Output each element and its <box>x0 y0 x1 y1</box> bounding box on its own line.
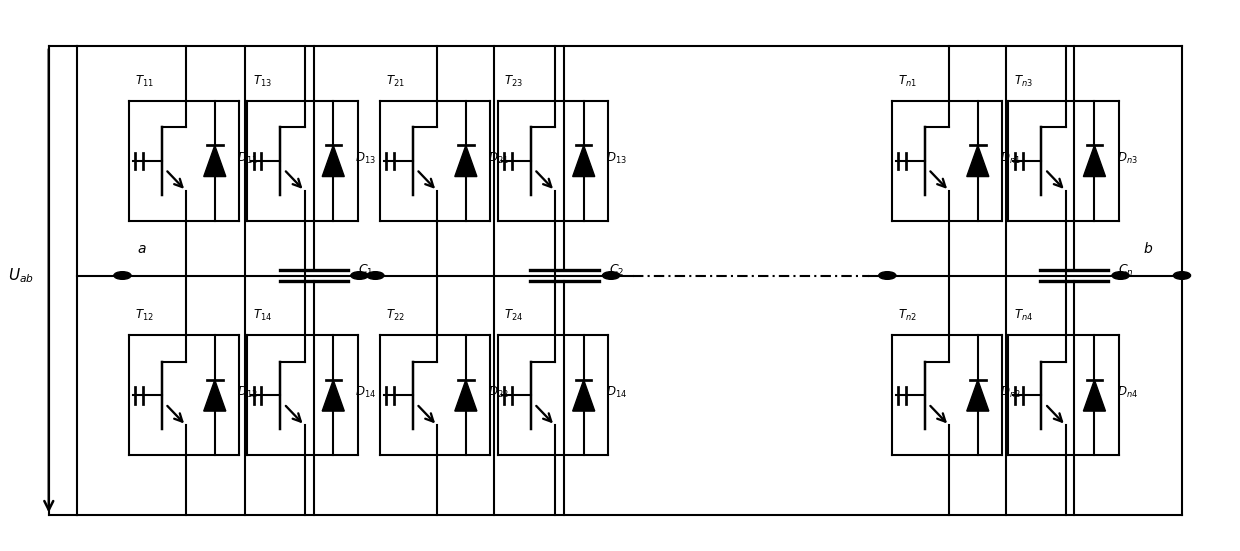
Text: $C_2$: $C_2$ <box>609 262 624 278</box>
Circle shape <box>1173 272 1190 279</box>
Text: $D_{12}$: $D_{12}$ <box>237 385 258 401</box>
Text: $b$: $b$ <box>1143 241 1153 256</box>
Circle shape <box>367 272 384 279</box>
Polygon shape <box>203 145 226 176</box>
Text: $D_{13}$: $D_{13}$ <box>356 150 376 166</box>
Circle shape <box>351 272 368 279</box>
Text: $D_{n3}$: $D_{n3}$ <box>1116 150 1137 166</box>
Circle shape <box>1112 272 1130 279</box>
Text: $T_{14}$: $T_{14}$ <box>253 309 273 323</box>
Text: $D_{13}$: $D_{13}$ <box>606 150 626 166</box>
Text: $T_{13}$: $T_{13}$ <box>253 74 272 89</box>
Circle shape <box>114 272 131 279</box>
Text: $D_{22}$: $D_{22}$ <box>489 385 508 401</box>
Polygon shape <box>967 145 988 176</box>
Polygon shape <box>455 380 477 411</box>
Text: $D_{11}$: $D_{11}$ <box>237 150 258 166</box>
Polygon shape <box>203 380 226 411</box>
Text: $T_{22}$: $T_{22}$ <box>386 309 404 323</box>
Text: $T_{n1}$: $T_{n1}$ <box>898 74 916 89</box>
Text: $T_{23}$: $T_{23}$ <box>503 74 522 89</box>
Text: $U_{ab}$: $U_{ab}$ <box>9 266 33 285</box>
Polygon shape <box>322 380 345 411</box>
Polygon shape <box>573 380 595 411</box>
Text: $T_{n4}$: $T_{n4}$ <box>1014 309 1034 323</box>
Text: $T_{n2}$: $T_{n2}$ <box>898 309 916 323</box>
Polygon shape <box>573 145 595 176</box>
Text: $D_{n4}$: $D_{n4}$ <box>1116 385 1137 401</box>
Text: $D_{14}$: $D_{14}$ <box>356 385 377 401</box>
Text: $C_n$: $C_n$ <box>1118 262 1133 278</box>
Polygon shape <box>967 380 988 411</box>
Text: $D_{14}$: $D_{14}$ <box>606 385 627 401</box>
Polygon shape <box>1084 145 1106 176</box>
Text: $D_{21}$: $D_{21}$ <box>489 150 508 166</box>
Text: $T_{21}$: $T_{21}$ <box>386 74 404 89</box>
Text: $D_{n1}$: $D_{n1}$ <box>999 150 1021 166</box>
Text: $T_{24}$: $T_{24}$ <box>503 309 523 323</box>
Circle shape <box>879 272 897 279</box>
Text: $T_{n3}$: $T_{n3}$ <box>1014 74 1033 89</box>
Polygon shape <box>455 145 477 176</box>
Circle shape <box>603 272 620 279</box>
Text: $a$: $a$ <box>138 242 146 256</box>
Polygon shape <box>322 145 345 176</box>
Text: $T_{12}$: $T_{12}$ <box>135 309 154 323</box>
Text: $C_1$: $C_1$ <box>358 262 373 278</box>
Polygon shape <box>1084 380 1106 411</box>
Text: $T_{11}$: $T_{11}$ <box>135 74 154 89</box>
Text: $D_{n2}$: $D_{n2}$ <box>999 385 1021 401</box>
